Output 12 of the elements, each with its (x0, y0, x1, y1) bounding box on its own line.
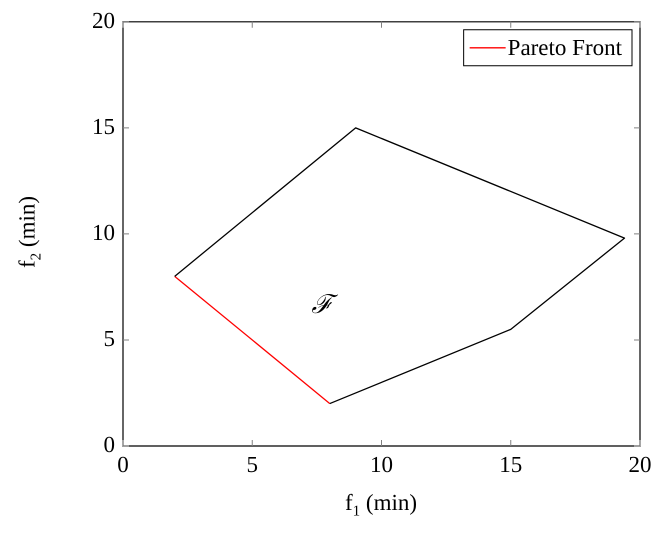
x-tick-label: 10 (370, 452, 393, 477)
x-tick-label: 15 (499, 452, 522, 477)
y-tick-label: 20 (92, 8, 115, 33)
x-axis-title: f$_{1}$ (min) (344, 490, 418, 521)
y-tick-label: 10 (92, 220, 115, 245)
legend-label: Pareto Front (508, 34, 623, 60)
y-tick-label: 5 (104, 326, 115, 351)
x-tick-label: 5 (246, 452, 258, 477)
x-tick-label: 20 (628, 452, 652, 477)
annotation: ℱ (312, 290, 339, 319)
y-tick-label: 0 (104, 432, 115, 458)
y-tick-label: 15 (92, 114, 115, 139)
